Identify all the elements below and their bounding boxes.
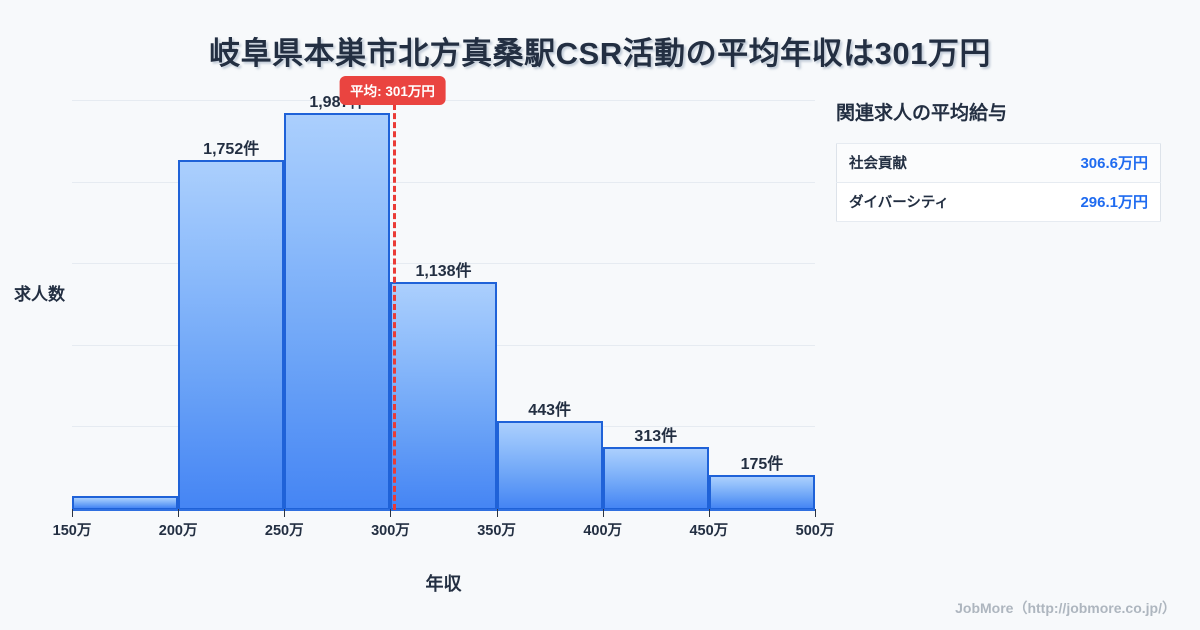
x-axis-tick-mark xyxy=(496,509,498,517)
gridline xyxy=(72,182,815,183)
bar-value-label: 175件 xyxy=(740,456,784,473)
gridline xyxy=(72,263,815,264)
average-badge: 平均: 301万円 xyxy=(339,76,446,105)
x-axis-tick-label: 200万 xyxy=(158,523,198,539)
x-axis-tick-label: 500万 xyxy=(795,523,835,539)
histogram-bar xyxy=(602,447,709,510)
x-axis-line xyxy=(72,509,815,511)
x-axis-tick-mark xyxy=(72,509,73,517)
histogram-bar xyxy=(708,475,815,510)
histogram-bar xyxy=(178,159,285,510)
related-salary-table: 社会貢献 306.6万円ダイバーシティ 296.1万円 xyxy=(836,143,1161,222)
histogram-bar xyxy=(72,495,179,510)
salary-row-value: 306.6万円 xyxy=(1080,155,1148,172)
footer-watermark: JobMore（http://jobmore.co.jp/） xyxy=(955,600,1176,616)
plot-area: 1,752件 1,987件 1,138件 443件 313件 175件 xyxy=(72,94,815,510)
x-axis-tick-label: 300万 xyxy=(371,523,410,539)
x-axis-tick-mark xyxy=(602,509,604,517)
bar-value-label: 313件 xyxy=(634,428,678,446)
x-axis-tick-label: 150万 xyxy=(52,523,92,539)
x-axis-tick-label: 350万 xyxy=(477,523,516,539)
table-row: 社会貢献 306.6万円 xyxy=(836,143,1161,183)
x-axis-title: 年収 xyxy=(425,574,462,594)
x-axis-tick-mark xyxy=(708,509,710,517)
x-axis-tick-label: 450万 xyxy=(689,523,729,539)
related-salary-panel: 関連求人の平均給与 社会貢献 306.6万円ダイバーシティ 296.1万円 xyxy=(836,98,1176,222)
histogram-bar xyxy=(390,282,497,510)
average-line xyxy=(392,104,396,510)
table-row: ダイバーシティ 296.1万円 xyxy=(836,182,1161,222)
page-title: 岐阜県本巣市北方真桑駅CSR活動の平均年収は301万円 xyxy=(209,36,991,71)
bar-value-label: 1,138件 xyxy=(415,263,472,281)
histogram-bar xyxy=(284,112,391,510)
histogram-bar xyxy=(496,421,603,510)
bar-value-label: 1,752件 xyxy=(203,140,260,158)
y-axis-title: 求人数 xyxy=(14,285,65,304)
x-axis-tick-mark xyxy=(390,509,392,517)
x-axis-tick-label: 250万 xyxy=(264,523,304,539)
salary-row-name: 社会貢献 xyxy=(849,156,907,172)
salary-row-name: ダイバーシティ xyxy=(849,195,950,211)
x-axis-tick-mark xyxy=(284,509,286,517)
bar-value-label: 443件 xyxy=(528,402,571,420)
related-salary-title: 関連求人の平均給与 xyxy=(836,103,1008,124)
x-axis-tick-mark xyxy=(815,509,816,517)
salary-row-value: 296.1万円 xyxy=(1080,194,1148,211)
chart-panel: 求人数 1,752件 1,987件 1,138件 443件 313件 175件 150万 2… xyxy=(14,76,834,594)
x-axis-tick-label: 400万 xyxy=(583,523,623,539)
x-axis-tick-mark xyxy=(178,509,180,517)
